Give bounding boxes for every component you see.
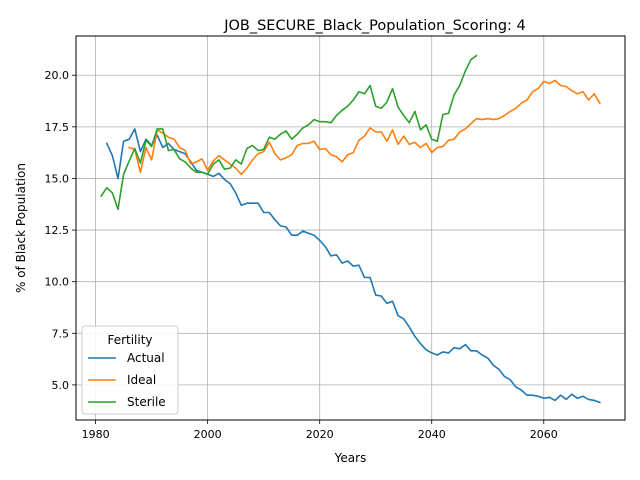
- x-tick-label: 2060: [530, 428, 558, 441]
- legend-label-sterile: Sterile: [127, 395, 166, 409]
- y-tick-label: 5.0: [52, 379, 70, 392]
- y-tick-label: 20.0: [45, 69, 70, 82]
- plot-series: [100, 54, 601, 404]
- series-line-ideal: [128, 79, 601, 176]
- y-tick-label: 7.5: [52, 327, 70, 340]
- y-tick-label: 15.0: [45, 172, 70, 185]
- chart-title: JOB_SECURE_Black_Population_Scoring: 4: [223, 18, 526, 34]
- legend-title: Fertility: [107, 333, 152, 347]
- legend-items: Actual Ideal Sterile: [88, 351, 166, 409]
- y-tick-label: 10.0: [45, 276, 70, 289]
- y-tick-label: 17.5: [45, 121, 70, 134]
- y-tick-label: 12.5: [45, 224, 70, 237]
- x-tick-label: 2000: [194, 428, 222, 441]
- x-axis-label: Years: [334, 451, 367, 465]
- y-axis-label: % of Black Population: [14, 163, 28, 293]
- legend-box: [81, 325, 179, 415]
- axis-ticks: 1980 2000 2020 2040 2060 5.0 7.5 10.0 12.5 15.0 17…: [45, 69, 558, 441]
- legend-label-ideal: Ideal: [127, 373, 156, 387]
- grid: [76, 36, 625, 420]
- legend-label-actual: Actual: [127, 351, 165, 365]
- legend: Fertility Actual Ideal Sterile: [81, 325, 179, 415]
- plot-frame: [75, 35, 626, 421]
- x-tick-label: 1980: [82, 428, 110, 441]
- x-tick-label: 2040: [418, 428, 446, 441]
- x-tick-label: 2020: [306, 428, 334, 441]
- series-line-sterile: [100, 54, 478, 211]
